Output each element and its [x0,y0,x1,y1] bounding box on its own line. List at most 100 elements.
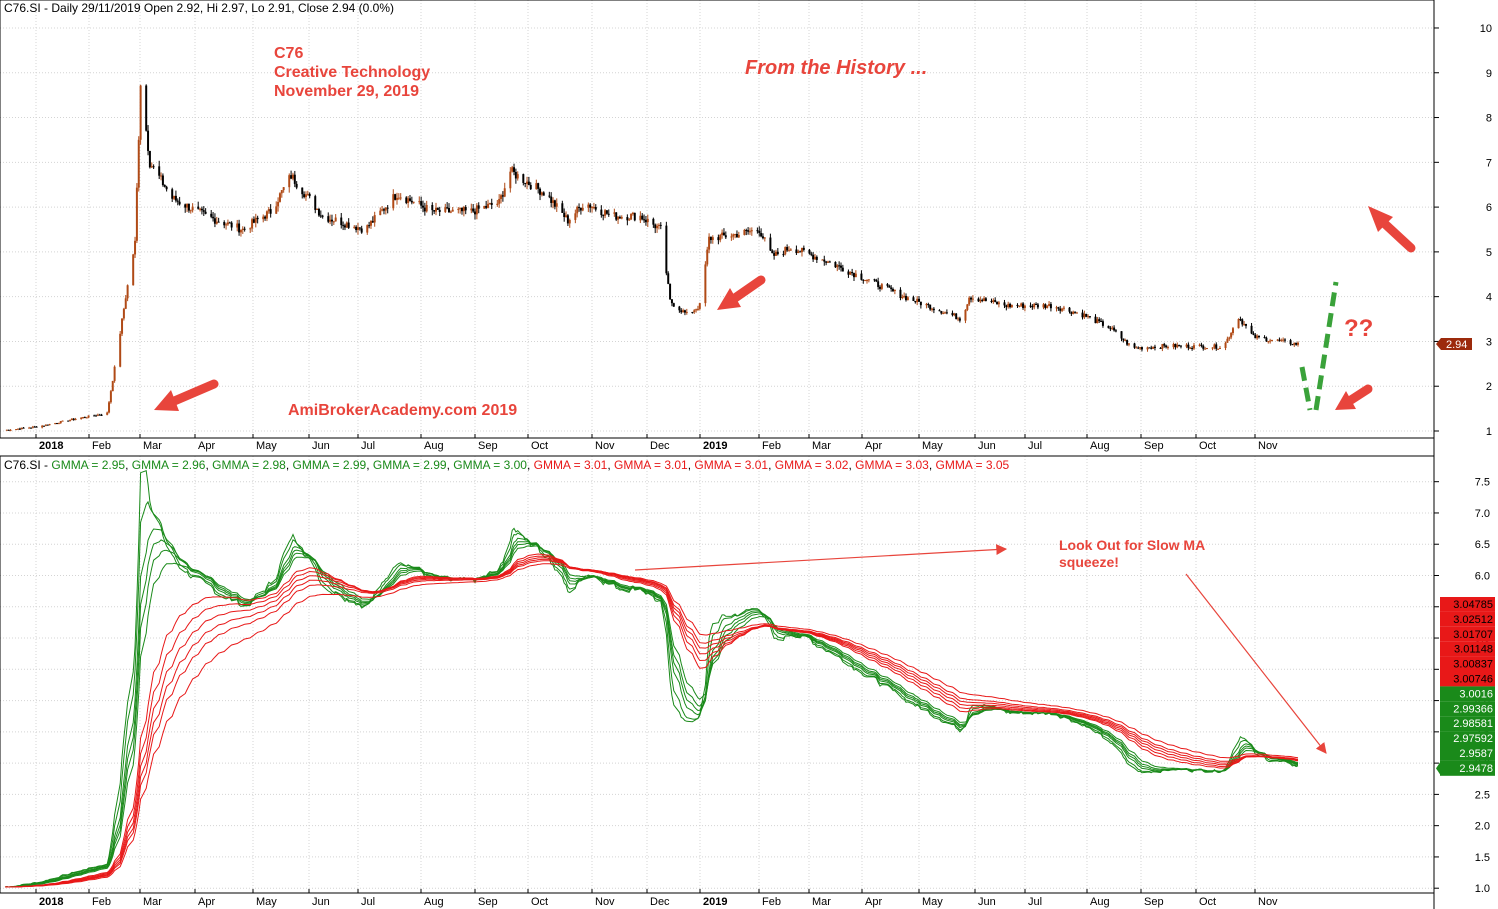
candle-body [1257,335,1260,338]
candle-body [1178,345,1181,347]
lower-x-axis: 2018 Feb Mar Apr May Jun Jul Aug Sep Oct Nov Dec 201… [35,889,1278,908]
candle-body [683,310,686,313]
candle-body [849,272,852,275]
candle-body [1124,340,1127,342]
candle-body [709,236,712,241]
candle-body [82,417,85,419]
candle-body [970,297,973,300]
candle-body [1282,339,1285,341]
lower-header-item: GMMA = 2.96 [132,458,206,472]
watermark: AmiBrokerAcademy.com 2019 [288,402,517,419]
candle-body [1163,344,1166,346]
gmma-long-tag [1440,626,1495,642]
candle-body [1068,307,1071,312]
candle-body [22,427,25,429]
candle-body [953,313,956,316]
candle-body [685,311,688,313]
candle-body [54,423,57,425]
candle-body [223,222,226,226]
candle-body [87,415,90,418]
candle-body [535,183,538,190]
candle-body [529,184,532,190]
candle-body [366,225,369,233]
candle-body [867,279,870,281]
candle-body [706,249,709,265]
candle-body [1243,324,1246,326]
candle-body [1150,347,1153,349]
candle-body [617,216,620,220]
candle-body [561,203,564,213]
candle-body [548,195,551,197]
candle-body [1200,344,1203,346]
candle-body [397,197,400,199]
candle-body [563,212,566,218]
candle-body [189,210,192,212]
candle-body [1036,304,1039,308]
candle-body [1016,304,1019,307]
candle-body [145,85,148,131]
candle-body [802,247,805,250]
gmma-short-tag [1440,716,1495,732]
candle-body [1252,333,1255,335]
candle-body [511,167,514,172]
candle-body [126,285,129,299]
candle-body [501,195,504,197]
gmma-short-tag [1440,686,1495,702]
candle-body [1140,347,1143,350]
candle-body [93,415,96,417]
candle-body [773,253,776,256]
candle-body [435,207,437,212]
lower-x-tick-label: Nov [1258,896,1278,908]
lower-x-tick-label: Sep [1144,896,1164,908]
candle-body [721,232,724,236]
candle-body [1176,345,1179,348]
candle-body [451,209,454,212]
candle-body [977,298,980,302]
candle-body [748,231,751,233]
candle-body [1133,343,1136,348]
lower-header-item: GMMA = 3.01 [694,458,768,472]
lower-header-item: GMMA = 3.01 [614,458,688,472]
candle-body [384,207,387,211]
candle-body [173,195,176,199]
candle-body [238,223,241,233]
candle-body [652,218,655,225]
candle-body [1111,327,1114,329]
candle-body [431,205,434,211]
candle-body [745,229,748,231]
candle-body [264,216,267,219]
candle-body [918,298,921,302]
candle-body [340,217,343,226]
candle-body [44,424,47,426]
candle-body [574,213,577,220]
candle-body [444,207,447,212]
candle-body [171,189,174,199]
candle-body [600,209,603,216]
upper-x-tick-label: Dec [650,440,670,452]
candle-body [1062,307,1065,309]
candle-body [109,391,112,403]
candle-body [1107,325,1110,329]
candle-body [1291,344,1294,346]
candle-body [202,210,205,212]
candle-body [1218,347,1221,349]
upper-grid [0,0,1434,438]
candle-body [1153,346,1156,348]
upper-y-tick-label: 10 [1480,23,1492,35]
candle-body [1137,347,1140,349]
candle-body [812,254,815,260]
gmma-long-tag [1440,611,1495,627]
candle-body [813,256,816,260]
candle-body [873,279,876,281]
candle-body [1217,348,1220,350]
lower-header-separator: , [125,458,132,472]
candle-body [9,429,12,431]
lower-header-item: GMMA = 3.00 [453,458,527,472]
candle-body [522,174,525,183]
upper-x-tick-label: Sep [1144,440,1164,452]
candle-body [864,280,867,282]
lower-header-separator: , [286,458,293,472]
candle-body [1295,342,1298,345]
candle-body [412,201,415,203]
candle-body [665,225,668,274]
